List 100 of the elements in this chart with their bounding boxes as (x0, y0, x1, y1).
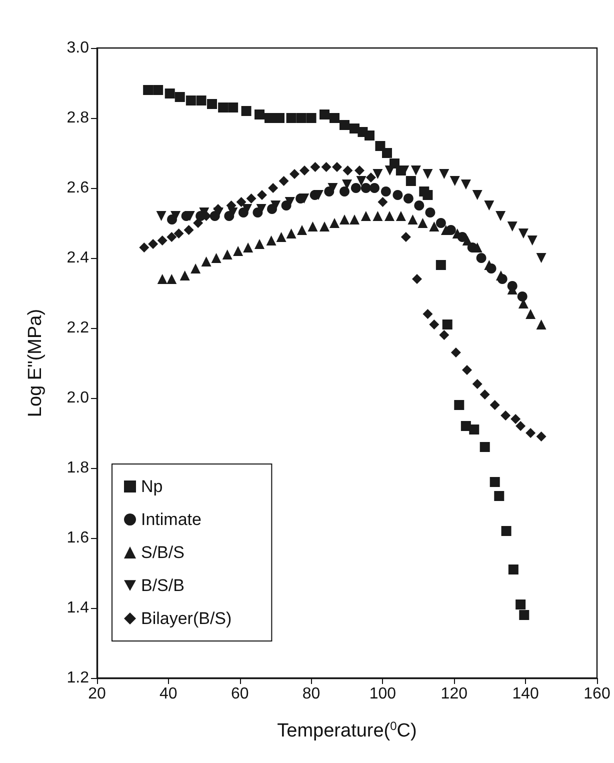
point (153, 85, 164, 95)
y-tick-label: 1.8 (66, 460, 90, 476)
point (228, 102, 238, 112)
point (180, 270, 190, 280)
point (243, 242, 254, 252)
point (193, 218, 204, 228)
point (490, 400, 500, 410)
point (306, 113, 316, 123)
point (364, 130, 374, 140)
point (236, 197, 246, 207)
point (246, 194, 256, 204)
y-tick-label: 2.0 (66, 390, 90, 406)
point (157, 274, 168, 284)
point (429, 320, 440, 330)
point (308, 222, 318, 232)
point (408, 214, 418, 224)
legend-label: Intimate (141, 510, 202, 529)
legend-label: B/S/B (141, 576, 184, 595)
point (396, 211, 406, 221)
point (375, 141, 386, 151)
point (350, 214, 360, 224)
legend-label: S/B/S (141, 543, 184, 562)
point (340, 214, 350, 224)
point (406, 176, 416, 186)
x-tick-label: 80 (302, 686, 320, 702)
point (526, 309, 536, 319)
point (274, 113, 284, 123)
point (400, 232, 411, 242)
point (480, 442, 490, 452)
y-tick-label: 2.6 (66, 180, 90, 196)
point (403, 194, 414, 204)
point (164, 88, 175, 98)
point (382, 148, 392, 158)
point (536, 432, 546, 442)
point (166, 274, 177, 284)
point (384, 166, 395, 176)
point (370, 183, 380, 193)
point (472, 242, 482, 252)
point (350, 183, 361, 193)
point (418, 218, 428, 228)
point (332, 162, 342, 172)
point (264, 113, 274, 123)
point (517, 292, 528, 302)
y-tick-label: 1.2 (66, 670, 90, 686)
point (439, 330, 450, 340)
point (290, 169, 300, 179)
point (422, 169, 433, 179)
y-tick-label: 3.0 (66, 40, 90, 56)
point (372, 211, 383, 221)
legend-label: Np (141, 477, 163, 496)
point (425, 208, 436, 218)
point (320, 222, 330, 232)
y-tick-label: 2.4 (66, 250, 90, 266)
legend-label: Bilayer(B/S) (141, 609, 232, 628)
point (378, 197, 388, 207)
point (157, 236, 168, 246)
point (460, 180, 471, 190)
point (207, 99, 217, 109)
point (494, 491, 504, 501)
point (268, 183, 278, 193)
point (480, 390, 490, 400)
point (257, 190, 267, 200)
y-tick-label: 1.6 (66, 530, 90, 546)
point (462, 236, 472, 246)
point (233, 246, 244, 256)
point (526, 428, 536, 438)
point (156, 211, 166, 221)
point (372, 169, 383, 179)
y-tick-label: 2.2 (66, 320, 90, 336)
point (518, 228, 528, 238)
point (340, 186, 350, 196)
point (222, 250, 232, 260)
point (174, 228, 184, 238)
point (508, 564, 518, 574)
point (436, 260, 446, 270)
point (278, 176, 289, 186)
point (286, 113, 296, 123)
point (469, 424, 480, 434)
point (300, 166, 310, 176)
x-tick-label: 60 (230, 686, 249, 702)
point (184, 211, 195, 221)
point (472, 190, 482, 200)
point (439, 169, 450, 179)
point (143, 85, 154, 95)
point (536, 253, 546, 263)
point (507, 222, 518, 232)
point (286, 228, 296, 238)
point (299, 194, 310, 204)
point (186, 96, 196, 106)
point (218, 102, 228, 112)
point (241, 106, 252, 116)
point (510, 414, 521, 424)
point (516, 600, 526, 610)
point (384, 211, 394, 221)
x-tick-label: 120 (440, 686, 468, 702)
x-tick-label: 20 (88, 686, 106, 702)
point (360, 211, 371, 221)
point (196, 96, 206, 106)
point (380, 186, 391, 196)
point (414, 200, 424, 210)
